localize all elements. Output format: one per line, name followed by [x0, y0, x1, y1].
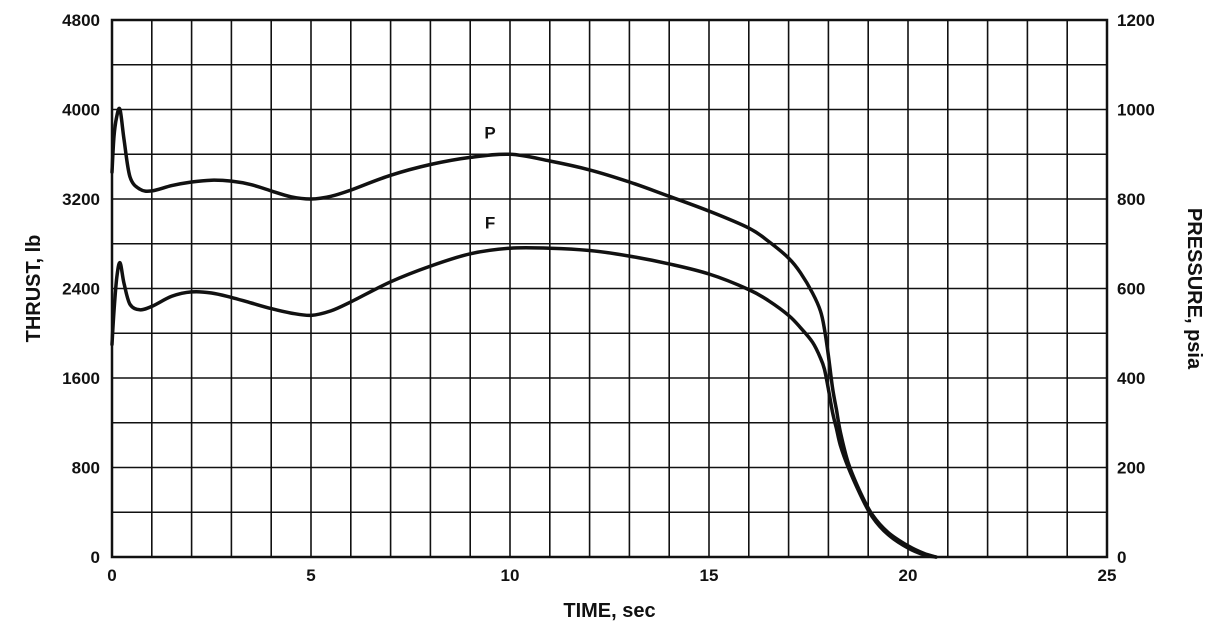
right-tick-label: 1200 [1117, 11, 1155, 30]
right-tick-label: 0 [1117, 548, 1126, 567]
x-tick-label: 0 [107, 566, 116, 585]
right-tick-label: 1000 [1117, 101, 1155, 120]
pressure-curve [110, 106, 938, 559]
left-tick-label: 4800 [62, 11, 100, 30]
left-axis-title: THRUST, lb [23, 235, 45, 343]
pressure-curve-label: P [484, 124, 495, 143]
grid [112, 20, 1107, 557]
x-tick-label: 25 [1098, 566, 1117, 585]
thrust-curve [110, 245, 938, 559]
left-tick-labels: 0 800 1600 2400 3200 4000 4800 [62, 11, 100, 567]
x-tick-label: 10 [501, 566, 520, 585]
right-tick-label: 800 [1117, 190, 1145, 209]
left-tick-label: 4000 [62, 101, 100, 120]
left-tick-label: 0 [91, 548, 100, 567]
thrust-curve-label: F [485, 214, 495, 233]
x-tick-label: 5 [306, 566, 315, 585]
right-tick-label: 600 [1117, 280, 1145, 299]
right-tick-labels: 0 200 400 600 800 1000 1200 [1117, 11, 1155, 567]
plot-frame [110, 18, 1109, 559]
left-tick-label: 1600 [62, 369, 100, 388]
x-tick-label: 20 [899, 566, 918, 585]
x-axis-title: TIME, sec [563, 600, 655, 622]
x-tick-labels: 0 5 10 15 20 25 [107, 566, 1116, 585]
right-tick-label: 200 [1117, 459, 1145, 478]
x-tick-label: 15 [700, 566, 719, 585]
right-axis-title: PRESSURE, psia [1183, 208, 1205, 370]
right-tick-label: 400 [1117, 369, 1145, 388]
left-tick-label: 3200 [62, 190, 100, 209]
left-tick-label: 2400 [62, 280, 100, 299]
left-tick-label: 800 [72, 459, 100, 478]
